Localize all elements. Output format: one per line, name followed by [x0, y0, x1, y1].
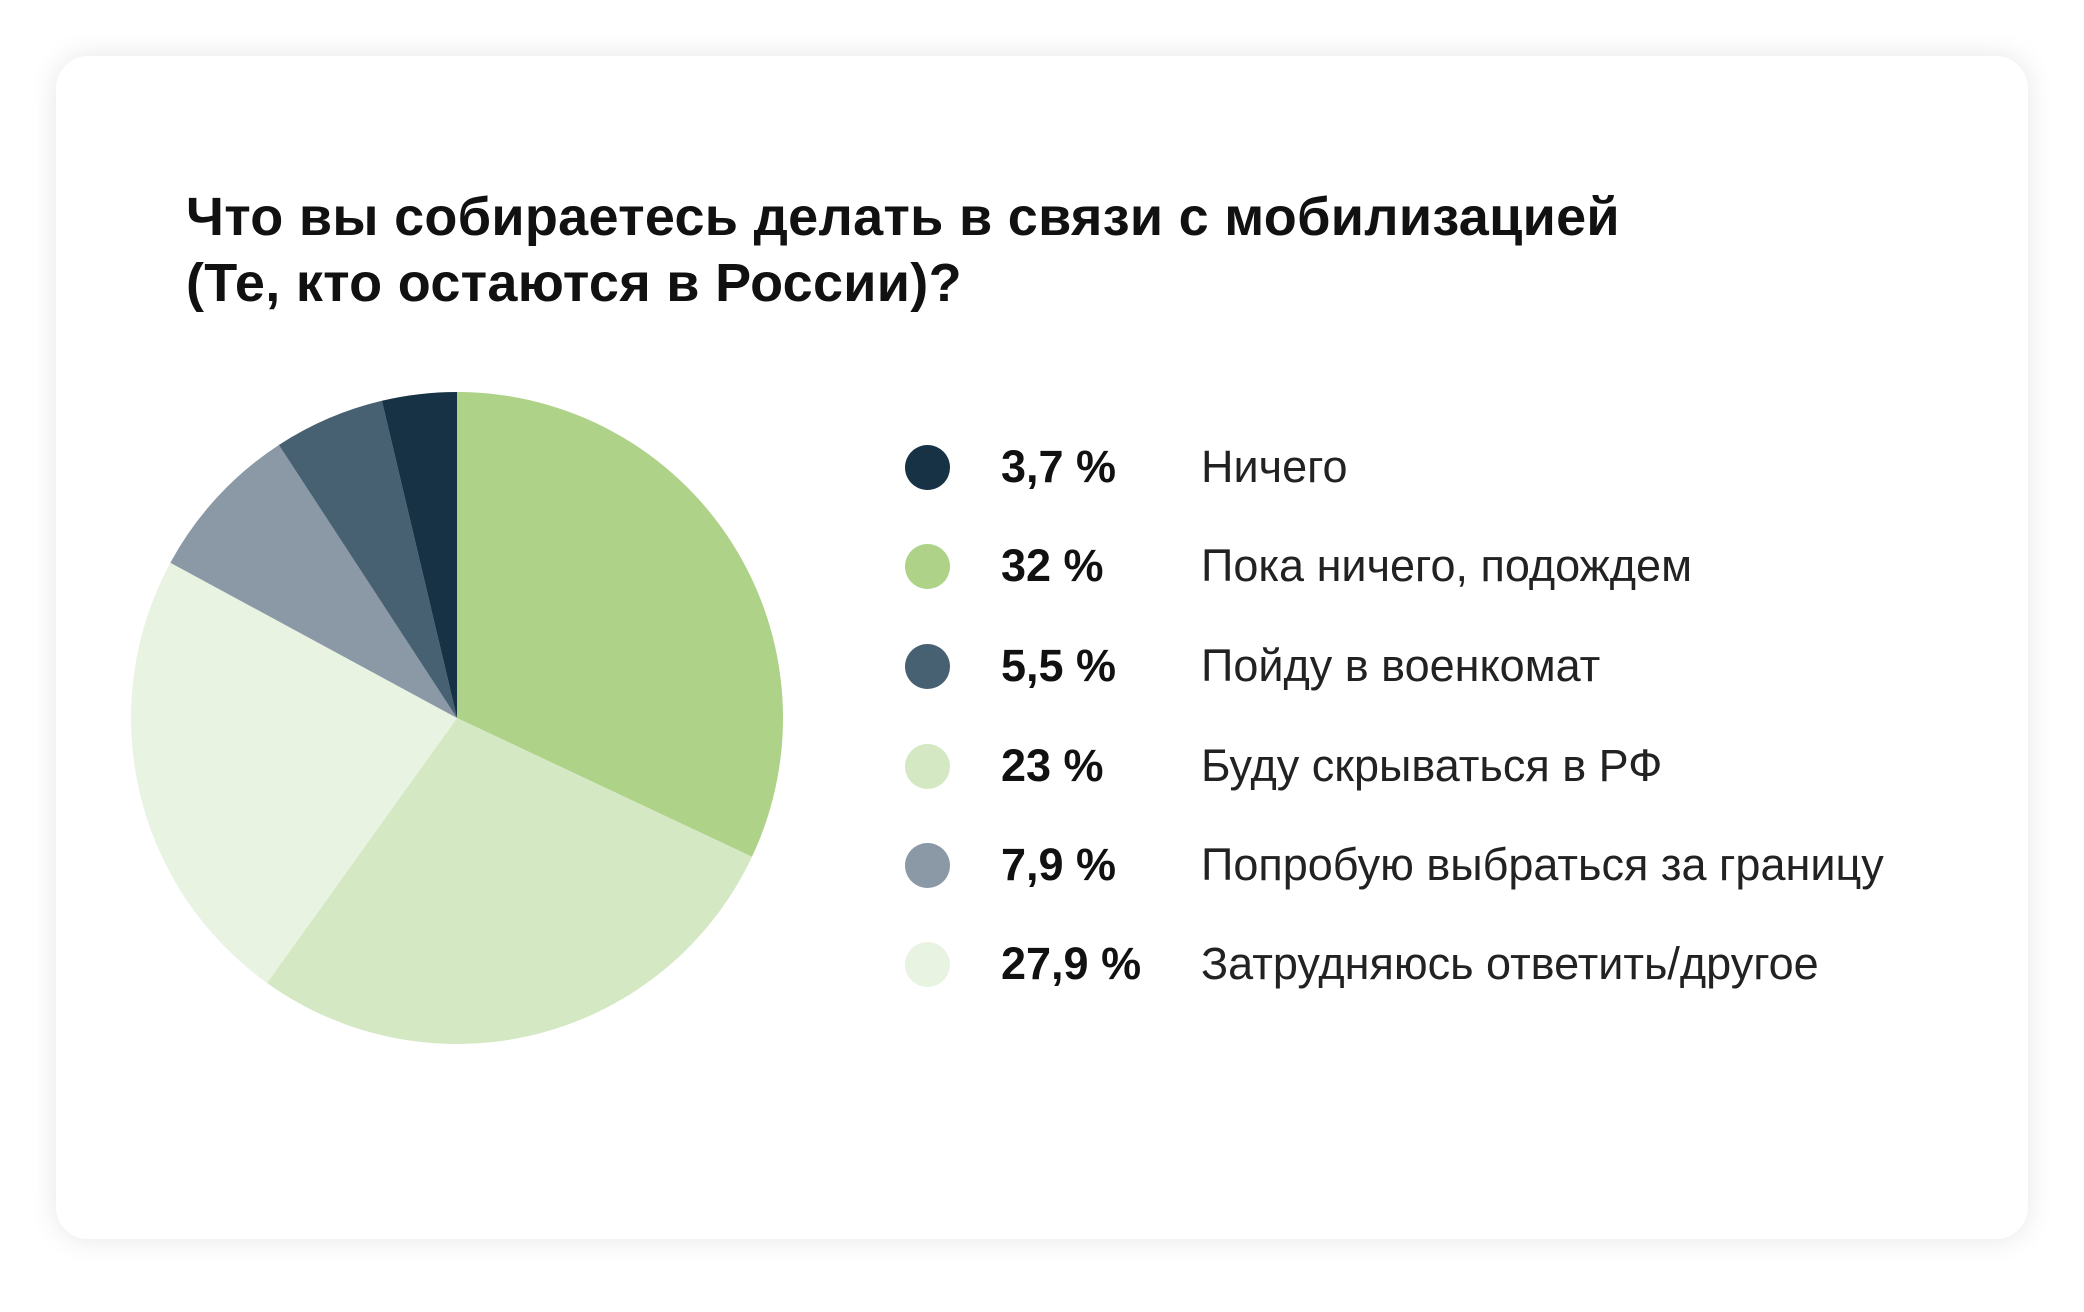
pie-slice — [267, 718, 752, 1044]
legend-percent: 27,9 % — [1001, 938, 1142, 989]
legend-swatch — [905, 843, 950, 888]
legend-item: 32 % Пока ничего, подождем — [903, 533, 2003, 599]
legend-item: 5,5 % Пойду в военкомат — [903, 633, 2003, 699]
legend-percent: 23 % — [1001, 740, 1104, 791]
pie-slice — [130, 562, 457, 983]
legend-percent: 32 % — [1001, 540, 1104, 591]
legend-percent: 5,5 % — [1001, 640, 1117, 691]
legend-swatch — [905, 744, 950, 789]
legend-swatch — [905, 942, 950, 987]
title-line-1: Что вы собираетесь делать в связи с моби… — [186, 187, 1620, 247]
legend-item: 23 % Буду скрываться в РФ — [903, 733, 2003, 799]
pie-slice — [170, 444, 457, 718]
legend-swatch — [905, 445, 950, 490]
legend-label: Пойду в военкомат — [1201, 640, 1601, 691]
chart-title: Что вы собираетесь делать в связи с моби… — [186, 184, 1620, 316]
legend-label: Попробую выбраться за границу — [1201, 839, 1884, 890]
legend-item: 3,7 % Ничего — [903, 434, 2003, 500]
legend-swatch — [905, 544, 950, 589]
legend-percent: 3,7 % — [1001, 441, 1117, 492]
legend-label: Ничего — [1201, 441, 1348, 492]
legend-item: 7,9 % Попробую выбраться за границу — [903, 832, 2003, 898]
legend-item: 27,9 % Затрудняюсь ответить/другое — [903, 931, 2003, 997]
pie-slice — [381, 392, 457, 718]
legend-swatch — [905, 644, 950, 689]
legend-percent: 7,9 % — [1001, 839, 1117, 890]
pie-slice — [278, 400, 457, 718]
legend-label: Буду скрываться в РФ — [1201, 740, 1663, 791]
legend-label: Пока ничего, подождем — [1201, 540, 1693, 591]
pie-slice — [457, 392, 784, 857]
legend-label: Затрудняюсь ответить/другое — [1201, 938, 1819, 989]
title-line-2: (Те, кто остаются в России)? — [186, 253, 962, 313]
